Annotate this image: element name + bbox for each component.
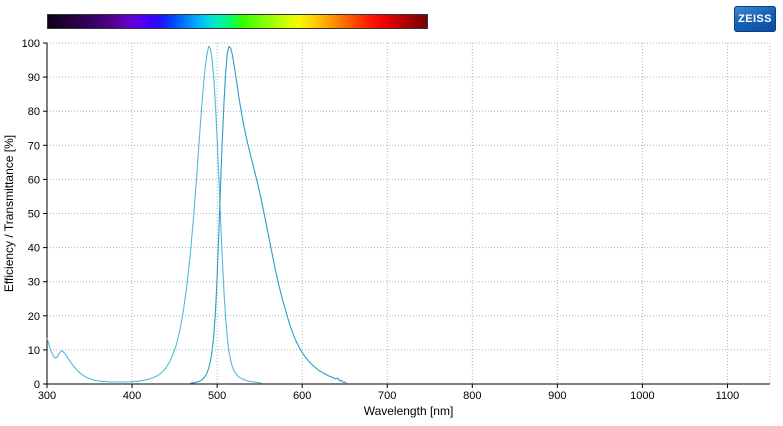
emission-curve: [189, 45, 347, 384]
y-tick-label: 20: [28, 311, 40, 323]
y-axis-title: Efficiency / Transmittance [%]: [2, 135, 16, 292]
x-tick-label: 700: [378, 390, 396, 402]
y-tick-label: 0: [34, 379, 40, 391]
excitation-curve: [46, 45, 262, 384]
x-tick-label: 500: [208, 390, 226, 402]
y-tick-label: 70: [28, 140, 40, 152]
y-tick-label: 90: [28, 72, 40, 84]
wavelength-spectrum-bar: [47, 14, 428, 29]
y-tick-label: 30: [28, 277, 40, 289]
y-tick-label: 60: [28, 174, 40, 186]
y-tick-label: 40: [28, 243, 40, 255]
x-tick-label: 1000: [630, 390, 654, 402]
y-tick-label: 10: [28, 345, 40, 357]
zeiss-logo: ZEISS: [734, 6, 776, 32]
x-axis-title: Wavelength [nm]: [364, 404, 454, 418]
x-tick-label: 1100: [716, 390, 740, 402]
zeiss-logo-text: ZEISS: [738, 13, 772, 25]
y-tick-label: 50: [28, 209, 40, 221]
x-tick-label: 600: [293, 390, 311, 402]
x-tick-label: 800: [463, 390, 481, 402]
x-tick-label: 400: [123, 390, 141, 402]
y-tick-label: 100: [22, 38, 40, 50]
x-tick-label: 900: [548, 390, 566, 402]
y-tick-label: 80: [28, 106, 40, 118]
x-tick-label: 300: [38, 390, 56, 402]
